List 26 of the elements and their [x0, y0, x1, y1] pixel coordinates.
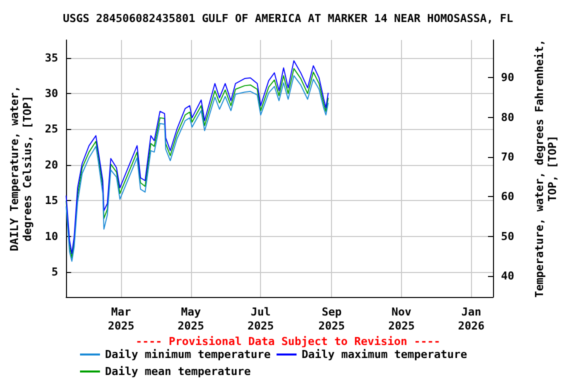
legend-label: Daily minimum temperature	[105, 348, 271, 361]
y2-tick-label: 90	[501, 71, 514, 84]
legend-label: Daily mean temperature	[105, 365, 252, 378]
x-tick-label: Nov 2025	[388, 306, 415, 332]
y-tick-label: 5	[52, 266, 58, 279]
y-tick-label: 15	[44, 194, 58, 208]
x-tick-label: May 2025	[178, 306, 204, 332]
chart-title: USGS 284506082435801 GULF OF AMERICA AT MARKER 14 NEAR HOMOSASSA, FL	[62, 12, 514, 25]
y2-tick-label: 70	[501, 150, 514, 164]
x-tick-label: Sep 2025	[318, 306, 345, 332]
x-tick-label: Jan 2026	[458, 306, 485, 332]
y-tick-label: 10	[44, 230, 58, 243]
legend-label: Daily maximum temperature	[302, 348, 468, 361]
text: ---- Provisional Data Subject to Revision ----	[136, 335, 440, 348]
y-axis-title: DAILY Temperature, water, degrees Celsius, [TOP]	[8, 86, 34, 252]
y2-tick-label: 60	[501, 190, 514, 204]
x-tick-label: Mar 2025	[108, 306, 134, 332]
y2-axis-title: Temperature, water, degrees Fahrenheit, TOP, [TOP]	[533, 39, 559, 298]
y2-tick-label: 50	[501, 230, 514, 243]
x-tick-label: Jul 2025	[247, 306, 274, 332]
y-tick-label: 35	[44, 51, 58, 64]
y-tick-label: 25	[44, 122, 58, 136]
y2-tick-label: 80	[501, 110, 514, 124]
y2-tick-label: 40	[501, 269, 514, 282]
y-tick-label: 20	[44, 158, 58, 172]
y-tick-label: 30	[44, 87, 58, 100]
